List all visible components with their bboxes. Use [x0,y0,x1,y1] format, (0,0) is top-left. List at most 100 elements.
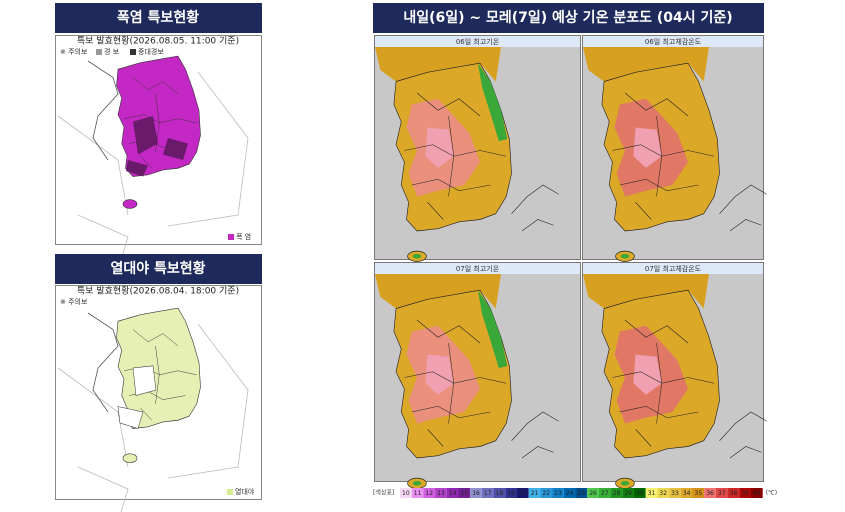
legend-advisory: ※ 주의보 [60,47,88,56]
scale-cell [563,488,576,498]
map-title-bg [583,263,763,274]
north-land [375,274,501,309]
scale-cell [540,488,553,498]
scale-step: 17 [484,490,492,497]
warm-area [425,127,454,168]
night-status: 특보 발효현황(2026.08.04. 18:00 기준) [77,286,239,297]
east-coast [477,63,508,142]
scale-step: 19 [507,490,515,497]
legend-swatch [130,49,136,55]
scale-cell [446,488,459,498]
forecast-title: 내일(6일) ~ 모레(7일) 예상 기온 분포도 (04시 기준) [403,10,732,26]
scale-step: 18 [496,490,504,497]
map-legend-swatch [228,234,234,240]
scale-step: 13 [437,490,445,497]
scale-cell [669,488,681,498]
scale-cell [634,488,646,498]
coastline [719,411,767,459]
jeju-peak [620,254,630,259]
scale-step: 23 [554,490,562,497]
header-bg [55,3,262,33]
north-land [583,47,709,82]
scale-cell [435,488,447,498]
scale-cell [598,488,611,498]
coastline [511,184,559,232]
scale-step: 10 [402,490,410,497]
scale-step: 15 [461,490,469,497]
jeju-peak [620,481,630,486]
legend-swatch [96,49,102,55]
scale-cell [751,488,763,498]
scale-step: 34 [683,490,691,497]
map-title: 07일 최고기온 [456,264,500,273]
scale-step: 21 [531,490,539,497]
legend-advisory: ※ 주의보 [60,297,88,306]
forecast-maps: 06일 최고기온 06일 최고체감온도 07일 최고기온 07일 최고체감온도 [374,35,767,489]
coastline [719,184,767,232]
map-title-bg [583,36,763,47]
map-title: 06일 최고체감온도 [645,37,702,46]
scale-cell [411,488,424,498]
scale-label: [색상표] [373,489,394,497]
scale-cell [622,488,634,498]
scale-cell [505,488,517,498]
north-land [583,274,709,309]
header-bg [55,254,262,284]
scale-unit: (℃) [766,490,777,497]
heat-title: 폭염 특보현황 [117,9,199,26]
scale-cell [645,488,658,498]
scale-cell [657,488,670,498]
scale-cell [470,488,482,498]
scale-cell [575,488,588,498]
scale-cell [739,488,751,498]
scale-step: 28 [613,490,621,497]
scale-cell [610,488,623,498]
heat-status: 특보 발효현황(2026.08.05. 11:00 기준) [77,36,239,47]
heat-map-legend: 폭 염 [236,233,251,241]
north-land [375,47,501,82]
scale-step: 29 [624,490,632,497]
east-coast [477,290,508,369]
warm-area [425,354,454,395]
scale-step: 27 [601,490,609,497]
scale-step: 33 [671,490,679,497]
scale-cell [528,488,541,498]
header-bg [373,3,764,33]
map-title-bg [375,263,580,274]
scale-step: 35 [695,490,703,497]
temperature-map [583,47,767,262]
temperature-map [583,274,767,489]
warm-area [633,354,662,395]
scale-step: 25 [578,490,586,497]
temperature-map [375,47,559,262]
map-legend-swatch [227,489,233,495]
map-title: 07일 최고체감온도 [645,264,702,273]
scale-step: 14 [449,490,457,497]
scale-step: 39 [741,490,749,497]
legend-severe: 중대경보 [138,47,164,56]
scale-cell [458,488,471,498]
scale-step: 22 [542,490,550,497]
night-map-legend: 열대야 [235,487,255,496]
scale-cell [481,488,494,498]
scale-step: 36 [706,490,714,497]
scale-cell [552,488,564,498]
scale-step: 11 [414,490,422,497]
night-map [57,307,249,512]
scale-step: 38 [730,490,738,497]
scale-step: 37 [718,490,726,497]
scale-step: 30 [636,490,644,497]
scale-step: 16 [472,490,480,497]
scale-cell [680,488,693,498]
scale-step: 12 [425,490,433,497]
map-title: 06일 최고기온 [456,37,500,46]
scale-step: 24 [566,490,574,497]
scale-cell [493,488,506,498]
scale-cell [400,488,412,498]
scale-cell [517,488,529,498]
map-title-bg [375,36,580,47]
jeju-peak [412,481,422,486]
scale-cell [692,488,705,498]
scale-step: 32 [659,490,667,497]
